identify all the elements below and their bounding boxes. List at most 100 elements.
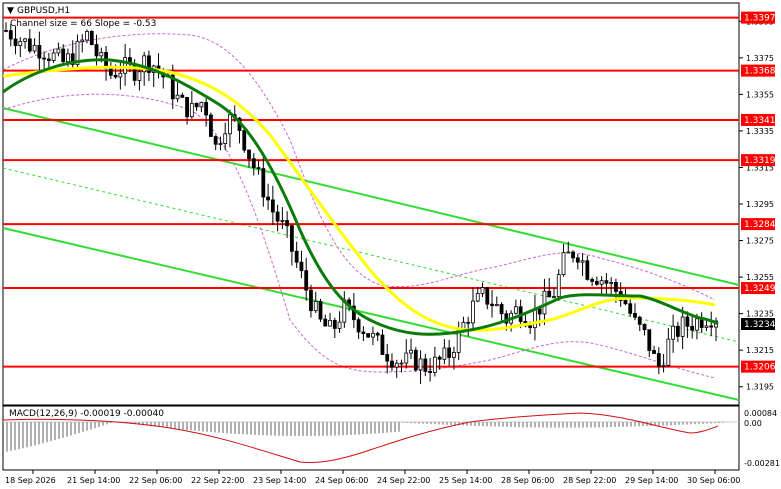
macd-bar (138, 422, 140, 425)
candle-body (628, 303, 633, 314)
macd-bar (82, 422, 84, 432)
candle-body (580, 260, 585, 263)
candle-body (108, 68, 113, 76)
candle-body (371, 332, 375, 338)
macd-bar (314, 422, 316, 436)
macd-bar (262, 422, 264, 436)
macd-bar (470, 422, 472, 426)
level-label-box (741, 218, 775, 231)
macd-bar (110, 422, 112, 424)
macd-bar (634, 422, 636, 427)
macd-bar (290, 422, 292, 436)
macd-bar (310, 422, 312, 436)
macd-bar (378, 422, 380, 434)
candle-body (170, 74, 175, 100)
candle-body (332, 319, 337, 329)
macd-bar (718, 422, 720, 424)
macd-bar (174, 422, 176, 429)
header-arrow-icon: ▼ (7, 6, 14, 16)
macd-bar (434, 422, 436, 425)
macd-histogram (6, 422, 724, 452)
candle-body (599, 280, 604, 285)
macd-bar (238, 422, 240, 435)
macd-bar (490, 422, 492, 427)
macd-bar (694, 422, 696, 425)
macd-bar (674, 422, 676, 426)
macd-bar (246, 422, 248, 435)
candle-body (247, 149, 251, 160)
level-label: 1.3319 (744, 156, 776, 166)
macd-bar (178, 422, 180, 430)
candle-body (399, 362, 404, 365)
macd-bar (162, 422, 164, 428)
candle-body (528, 325, 533, 329)
time-tick-label: 25 Sep 14:00 (439, 476, 492, 485)
candle-body (556, 274, 561, 297)
macd-bar (258, 422, 260, 436)
candle-body (147, 55, 151, 73)
candle-body (123, 57, 128, 74)
macd-bar (706, 422, 708, 424)
macd-bar (90, 422, 92, 430)
price-tick-label: 1.3375 (746, 54, 774, 63)
macd-bar (402, 422, 404, 423)
price-tick-label: 1.3255 (746, 273, 774, 282)
macd-bar (466, 422, 468, 426)
macd-bar (618, 422, 620, 427)
channel-middle-line (2, 167, 740, 343)
level-label: 1.3206 (744, 363, 776, 373)
candle-body (27, 38, 32, 52)
candle-body (409, 349, 413, 354)
macd-bar (534, 422, 536, 428)
time-axis: 18 Sep 2026 21 Sep 14:00 22 Sep 06:00 22 Se… (5, 470, 740, 485)
macd-bar (538, 422, 540, 428)
macd-bar (342, 422, 344, 436)
candle-body (118, 72, 123, 78)
candle-body (494, 304, 499, 307)
level-label-box (741, 64, 775, 77)
macd-bar (610, 422, 612, 428)
candle-body (185, 96, 189, 118)
time-tick-label: 29 Sep 14:00 (625, 476, 678, 485)
candle-body (561, 252, 566, 275)
candle-body (294, 250, 299, 263)
macd-bar (38, 422, 40, 445)
candle-body (656, 353, 661, 367)
macd-bar (658, 422, 660, 426)
macd-bar (182, 422, 184, 430)
candle-body (18, 40, 23, 47)
candle-body (285, 220, 290, 227)
candle-body (647, 329, 652, 351)
macd-bar (306, 422, 308, 436)
level-label-box (741, 113, 775, 126)
macd-bar (506, 422, 508, 427)
macd-bar (26, 422, 28, 448)
candle-body (680, 316, 685, 337)
macd-bar (22, 422, 24, 449)
macd-bar (242, 422, 244, 435)
time-tick-label: 24 Sep 22:00 (377, 476, 430, 485)
candle-body (99, 52, 104, 57)
macd-bar (526, 422, 528, 428)
macd-bar (358, 422, 360, 435)
candle-body (442, 347, 447, 360)
candle-body (175, 94, 180, 100)
candle-body (61, 48, 66, 63)
macd-bar (98, 422, 100, 427)
macd-bar (78, 422, 80, 434)
level-label-box (741, 11, 775, 24)
current-price-marker: 1.3234 (741, 318, 776, 330)
macd-bar (270, 422, 272, 436)
macd-bar (202, 422, 204, 432)
candle-body (709, 325, 714, 328)
macd-bar (194, 422, 196, 431)
candle-body (447, 347, 452, 358)
candle-body (66, 53, 70, 63)
macd-bar (622, 422, 624, 427)
candle-body (304, 270, 309, 291)
macd-bar (670, 422, 672, 426)
candle-body (642, 323, 647, 331)
candle-body (328, 319, 332, 327)
candle-body (633, 313, 637, 318)
